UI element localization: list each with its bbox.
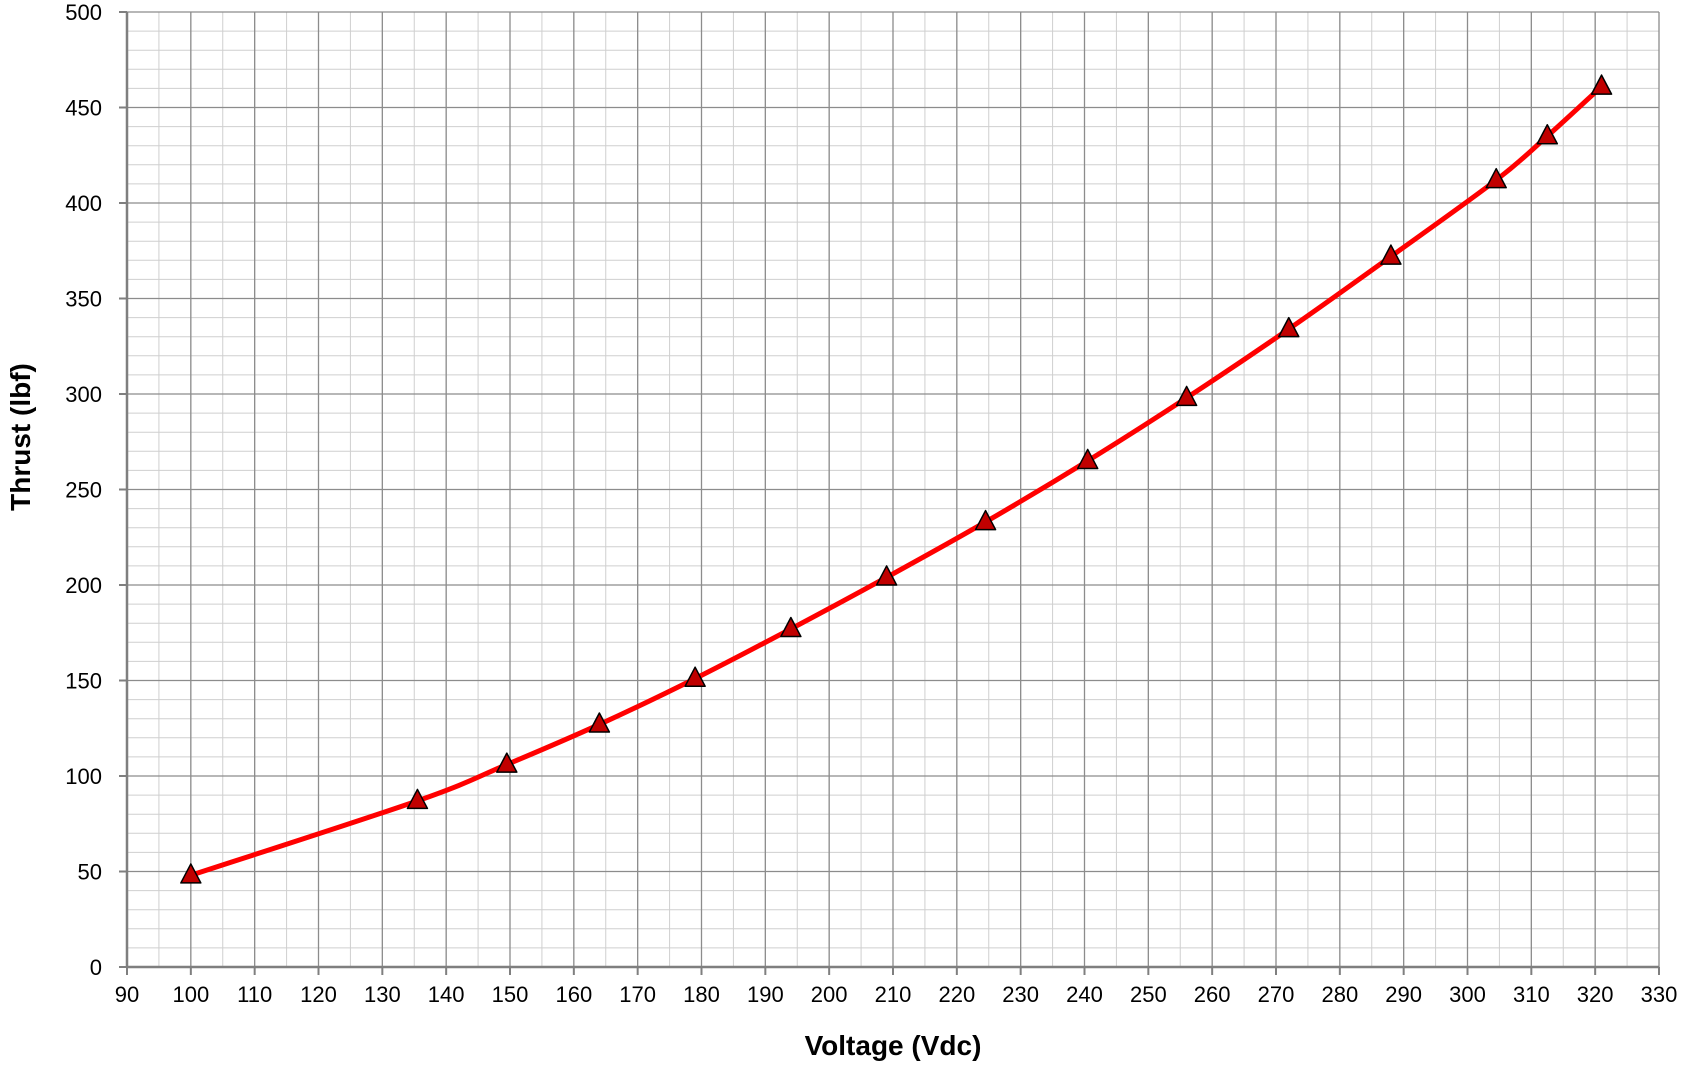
x-tick-label: 140 bbox=[428, 982, 465, 1007]
x-tick-label: 170 bbox=[619, 982, 656, 1007]
x-tick-label: 180 bbox=[683, 982, 720, 1007]
x-tick-label: 300 bbox=[1449, 982, 1486, 1007]
data-point-marker bbox=[1380, 244, 1402, 265]
y-tick-label: 300 bbox=[65, 382, 102, 407]
data-point-marker bbox=[1536, 124, 1559, 145]
x-tick-label: 240 bbox=[1066, 982, 1103, 1007]
x-tick-label: 290 bbox=[1385, 982, 1422, 1007]
y-tick-label: 50 bbox=[78, 860, 102, 885]
data-point-marker bbox=[875, 565, 898, 586]
data-point-marker bbox=[1175, 385, 1198, 407]
y-axis-title: Thrust (lbf) bbox=[5, 363, 36, 511]
y-tick-label: 100 bbox=[65, 764, 102, 789]
data-point-marker bbox=[974, 509, 997, 531]
x-tick-label: 230 bbox=[1002, 982, 1039, 1007]
y-tick-label: 250 bbox=[65, 478, 102, 503]
data-point-marker bbox=[496, 752, 518, 773]
x-tick-label: 150 bbox=[492, 982, 529, 1007]
x-tick-label: 110 bbox=[237, 982, 272, 1007]
data-point-marker bbox=[1485, 167, 1507, 189]
data-point-marker bbox=[1278, 316, 1300, 338]
x-tick-label: 250 bbox=[1130, 982, 1167, 1007]
x-tick-label: 120 bbox=[300, 982, 337, 1007]
axes bbox=[119, 11, 1660, 975]
data-point-marker bbox=[1076, 448, 1099, 470]
x-tick-labels: 90 100 110 120 130 140 150 160 170 180 190 200 210 22… bbox=[115, 982, 1678, 1007]
y-tick-labels: 0 50 100 150 200 250 300 350 400 450 500 bbox=[65, 0, 102, 980]
x-tick-label: 130 bbox=[364, 982, 401, 1007]
y-tick-label: 450 bbox=[65, 96, 102, 121]
y-tick-label: 0 bbox=[90, 955, 102, 980]
x-tick-label: 280 bbox=[1321, 982, 1358, 1007]
data-point-marker bbox=[588, 712, 611, 733]
y-tick-label: 150 bbox=[65, 669, 102, 694]
x-tick-label: 160 bbox=[555, 982, 592, 1007]
y-tick-label: 500 bbox=[65, 0, 102, 25]
data-point-marker bbox=[180, 863, 202, 884]
data-point-marker bbox=[684, 666, 706, 687]
x-tick-label: 210 bbox=[875, 982, 912, 1007]
y-tick-label: 400 bbox=[65, 191, 102, 216]
x-tick-label: 200 bbox=[811, 982, 848, 1007]
y-tick-label: 350 bbox=[65, 287, 102, 312]
x-tick-label: 260 bbox=[1194, 982, 1231, 1007]
x-tick-label: 220 bbox=[938, 982, 975, 1007]
x-tick-label: 330 bbox=[1641, 982, 1678, 1007]
data-point-marker bbox=[1590, 74, 1613, 95]
data-point-marker bbox=[780, 616, 802, 638]
x-axis-title: Voltage (Vdc) bbox=[805, 1030, 982, 1061]
x-tick-label: 90 bbox=[115, 982, 139, 1007]
x-tick-label: 190 bbox=[747, 982, 784, 1007]
data-point-marker bbox=[406, 788, 429, 810]
x-tick-label: 310 bbox=[1513, 982, 1550, 1007]
y-tick-label: 200 bbox=[65, 573, 102, 598]
x-tick-label: 270 bbox=[1258, 982, 1295, 1007]
x-tick-label: 100 bbox=[172, 982, 209, 1007]
x-tick-label: 320 bbox=[1577, 982, 1614, 1007]
data-series bbox=[180, 74, 1613, 884]
